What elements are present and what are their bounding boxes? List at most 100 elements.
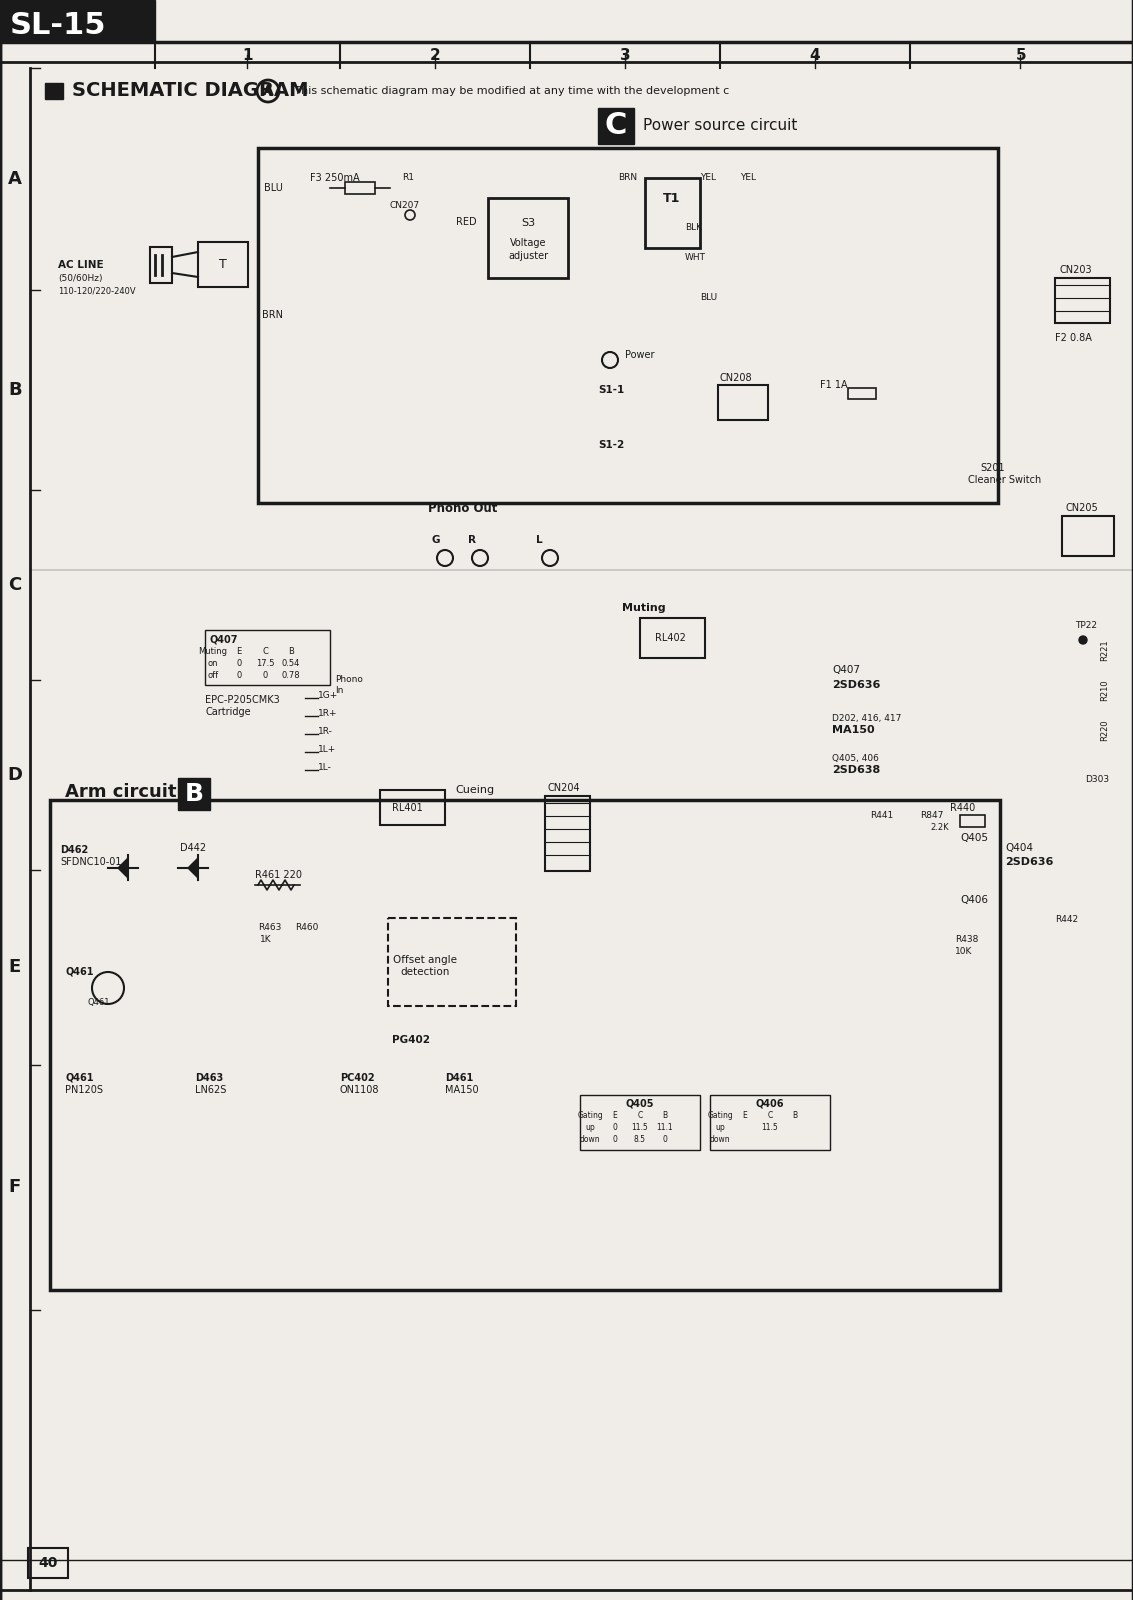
- Text: 0.54: 0.54: [282, 659, 300, 669]
- Text: ON1108: ON1108: [340, 1085, 380, 1094]
- Text: (50/60Hz): (50/60Hz): [58, 274, 102, 283]
- Text: C: C: [262, 648, 267, 656]
- Text: S1-1: S1-1: [598, 386, 624, 395]
- Text: Q461: Q461: [65, 966, 94, 978]
- Text: Gating: Gating: [707, 1110, 733, 1120]
- Bar: [1055, 278, 1110, 323]
- Bar: [718, 386, 768, 419]
- Text: Gating: Gating: [577, 1110, 603, 1120]
- Text: 11.5: 11.5: [761, 1123, 778, 1133]
- Text: D202, 416, 417: D202, 416, 417: [832, 714, 902, 723]
- Text: R210: R210: [1100, 678, 1109, 701]
- Text: R441: R441: [870, 811, 893, 819]
- Text: S1-2: S1-2: [598, 440, 624, 450]
- Text: up: up: [585, 1123, 595, 1133]
- Bar: [346, 182, 375, 194]
- Text: 17.5: 17.5: [256, 659, 274, 669]
- Text: B: B: [792, 1110, 798, 1120]
- Text: SFDNC10-01: SFDNC10-01: [60, 858, 121, 867]
- Text: 1R+: 1R+: [318, 709, 338, 717]
- Text: Q461: Q461: [88, 997, 111, 1006]
- Bar: [545, 795, 590, 870]
- Text: 2SD636: 2SD636: [832, 680, 880, 690]
- Text: Q406: Q406: [960, 894, 988, 906]
- Text: YEL: YEL: [700, 173, 716, 182]
- Text: off: off: [207, 672, 219, 680]
- Bar: [28, 1549, 68, 1578]
- Text: A: A: [8, 170, 22, 187]
- Text: 0: 0: [237, 659, 241, 669]
- Text: 1: 1: [242, 48, 253, 62]
- Text: Muting: Muting: [622, 603, 665, 613]
- Text: B: B: [8, 381, 22, 398]
- Text: F2 0.8A: F2 0.8A: [1055, 333, 1092, 342]
- Text: R438: R438: [955, 936, 979, 944]
- Bar: [710, 1094, 830, 1150]
- Text: R220: R220: [1100, 718, 1109, 741]
- Bar: [580, 1094, 700, 1150]
- Text: BRN: BRN: [617, 173, 637, 182]
- Polygon shape: [118, 858, 128, 878]
- Text: CN208: CN208: [719, 373, 752, 382]
- Text: RED: RED: [455, 218, 477, 227]
- Circle shape: [1079, 635, 1087, 643]
- Text: Offset angle: Offset angle: [393, 955, 457, 965]
- Text: PG402: PG402: [392, 1035, 431, 1045]
- Text: R847: R847: [920, 811, 944, 819]
- Text: R442: R442: [1055, 915, 1079, 925]
- Bar: [640, 618, 705, 658]
- Text: on: on: [207, 659, 219, 669]
- Text: 0: 0: [237, 672, 241, 680]
- Polygon shape: [188, 858, 198, 878]
- Bar: [150, 246, 172, 283]
- Text: 1G+: 1G+: [318, 691, 339, 699]
- Text: 110-120/220-240V: 110-120/220-240V: [58, 286, 136, 296]
- Text: YEL: YEL: [740, 173, 756, 182]
- Bar: [178, 778, 210, 810]
- Bar: [380, 790, 445, 826]
- Text: D462: D462: [60, 845, 88, 854]
- Text: E: E: [742, 1110, 748, 1120]
- Text: 1L-: 1L-: [318, 763, 332, 771]
- Text: RL401: RL401: [392, 803, 423, 813]
- Text: Cueing: Cueing: [455, 786, 494, 795]
- Text: 2SD636: 2SD636: [1005, 858, 1054, 867]
- Text: BLU: BLU: [264, 182, 283, 194]
- Text: Muting: Muting: [198, 648, 228, 656]
- Text: T: T: [219, 258, 227, 270]
- Text: C: C: [767, 1110, 773, 1120]
- Text: CN207: CN207: [390, 200, 420, 210]
- Text: LN62S: LN62S: [195, 1085, 227, 1094]
- Text: MA150: MA150: [445, 1085, 478, 1094]
- Text: CN204: CN204: [548, 782, 580, 794]
- Text: 0: 0: [663, 1136, 667, 1144]
- Text: S201: S201: [980, 462, 1005, 474]
- Bar: [847, 387, 876, 398]
- Bar: [50, 800, 1000, 1290]
- Bar: [598, 109, 634, 144]
- Text: Arm circuit: Arm circuit: [65, 782, 177, 802]
- Text: F1 1A: F1 1A: [820, 379, 847, 390]
- Text: 40: 40: [39, 1555, 58, 1570]
- Text: detection: detection: [400, 966, 450, 978]
- Text: Phono
In: Phono In: [335, 675, 363, 694]
- Text: Q407: Q407: [210, 635, 239, 645]
- Text: D463: D463: [195, 1074, 223, 1083]
- Text: adjuster: adjuster: [508, 251, 548, 261]
- Text: 3: 3: [620, 48, 630, 62]
- Text: R: R: [468, 534, 476, 546]
- Bar: [1062, 515, 1114, 557]
- Text: PN120S: PN120S: [65, 1085, 103, 1094]
- Bar: [488, 198, 568, 278]
- Text: C: C: [638, 1110, 642, 1120]
- Bar: [205, 630, 330, 685]
- Text: 11.1: 11.1: [657, 1123, 673, 1133]
- Text: BRN: BRN: [262, 310, 283, 320]
- Text: D461: D461: [445, 1074, 474, 1083]
- Text: Power source circuit: Power source circuit: [644, 118, 798, 133]
- Text: S3: S3: [521, 218, 535, 227]
- Text: Cartridge: Cartridge: [205, 707, 250, 717]
- Text: 1R-: 1R-: [318, 726, 333, 736]
- Text: E: E: [613, 1110, 617, 1120]
- Text: 11.5: 11.5: [631, 1123, 648, 1133]
